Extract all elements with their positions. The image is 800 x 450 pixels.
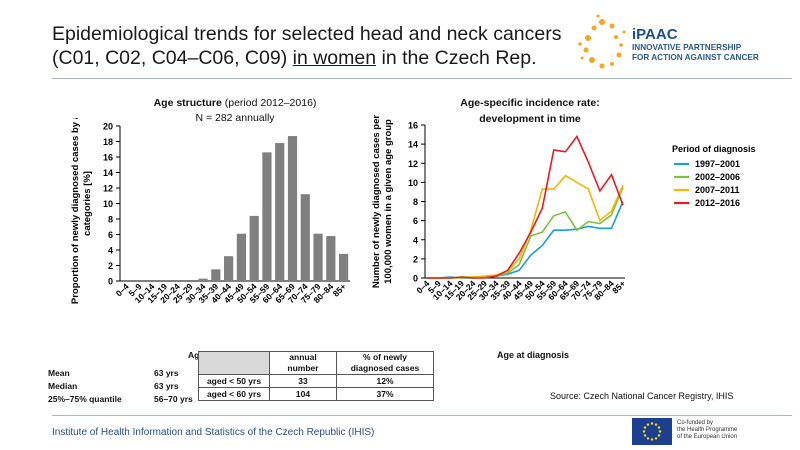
bar-y-axis-title-line-2: categories [%] (82, 171, 93, 236)
footer-institute: Institute of Health Information and Stat… (52, 427, 375, 438)
legend-label: 2002–2006 (695, 172, 740, 182)
eu-cofunding-text: Co-funded by the Health Programme of the… (677, 420, 737, 441)
line-y-axis-title-line-2: 100,000 women in a given age group (383, 119, 394, 284)
bar-chart-title-main: Age structure (153, 97, 222, 109)
title-emphasis: in women (292, 47, 377, 69)
line-y-axis-title-line-1: Number of newly diagnosed cases per (371, 115, 382, 288)
source-note: Source: Czech National Cancer Registry, … (550, 391, 734, 401)
legend-label: 2012–2016 (695, 198, 740, 208)
bar-y-tick-label: 6 (108, 230, 113, 240)
bar (339, 253, 349, 281)
bar (198, 278, 208, 281)
logo-line-2: FOR ACTION AGAINST CANCER (632, 53, 759, 62)
stat-label: 25%–75% quantile (48, 394, 122, 404)
row-number: 33 (269, 374, 337, 388)
title-line-2: (C01, C02, C04–C06, C09) in women in the… (52, 46, 561, 70)
stat-row-quantile: 25%–75% quantile 56–70 yrs (48, 393, 194, 406)
line-chart-title-1: Age-specific incidence rate: (460, 97, 600, 109)
line-y-tick-label: 12 (408, 159, 418, 169)
series-line-2 (427, 186, 624, 279)
bar-y-tick-label: 8 (108, 215, 113, 225)
row-label: aged < 60 yrs (198, 387, 270, 401)
stat-label: Mean (48, 368, 70, 378)
title-codes: (C01, C02, C04–C06, C09) (52, 47, 293, 69)
header-divider (52, 78, 792, 79)
title-country: in the Czech Rep. (376, 47, 537, 69)
bar-y-tick-label: 2 (108, 261, 113, 271)
line-y-tick-label: 0 (413, 274, 418, 284)
bar-x-tick-label: 85+ (331, 281, 348, 298)
ipaac-logo-text: iPAAC INNOVATIVE PARTNERSHIP FOR ACTION … (632, 27, 759, 63)
series-line-1 (427, 201, 624, 279)
eu-line-3: of the European Union (677, 434, 738, 440)
line-chart-x-axis-title: Age at diagnosis (497, 350, 570, 360)
row-number: 104 (269, 387, 337, 401)
incidence-line-chart: 02468101214160–45–910–1415–1920–2425–293… (371, 115, 756, 302)
eu-line-2: the Health Programme (677, 427, 738, 433)
line-y-tick-label: 4 (413, 235, 418, 245)
stat-row-median: Median 63 yrs (48, 380, 194, 393)
legend-label: 1997–2001 (695, 159, 740, 169)
bar-y-tick-label: 18 (103, 137, 113, 147)
bar (326, 236, 336, 281)
age-group-table: annual number % of newly diagnosed cases… (198, 351, 434, 401)
stat-label: Median (48, 381, 78, 391)
covered-axis-label: Ag (188, 350, 200, 360)
footer-divider (52, 415, 792, 416)
header-annual-number: annual number (269, 351, 337, 375)
table-row: aged < 50 yrs 33 12% (198, 374, 434, 388)
stat-row-mean: Mean 63 yrs (48, 367, 194, 380)
bar-y-tick-label: 0 (108, 277, 113, 287)
bar-chart-title: Age structure (period 2012–2016) (120, 97, 350, 109)
bar (262, 152, 272, 281)
age-stats: Mean 63 yrs Median 63 yrs 25%–75% quantile… (48, 367, 194, 406)
series-line-4 (427, 134, 624, 279)
bar (287, 136, 298, 281)
legend-label: 2007–2011 (695, 185, 740, 195)
bar-y-tick-label: 20 (103, 122, 113, 132)
bar (275, 143, 285, 281)
bar (211, 269, 221, 281)
row-percent: 37% (336, 387, 434, 401)
table-corner-cell (198, 351, 270, 375)
line-y-tick-label: 10 (408, 178, 418, 188)
bar (236, 233, 246, 281)
line-y-tick-label: 14 (408, 140, 418, 150)
legend-title: Period of diagnosis (672, 144, 756, 154)
table-header-row: annual number % of newly diagnosed cases (198, 351, 434, 375)
line-y-tick-label: 8 (413, 197, 418, 207)
page-title: Epidemiological trends for selected head… (52, 22, 561, 70)
bar-y-axis-title-line-1: Proportion of newly diagnosed cases by a… (70, 118, 81, 304)
bar (224, 256, 234, 281)
ipaac-logo-icon (578, 14, 626, 69)
bar-y-tick-label: 4 (108, 246, 113, 256)
line-chart-title-2: development in time (479, 113, 581, 125)
row-percent: 12% (336, 374, 434, 388)
row-label: aged < 50 yrs (198, 374, 270, 388)
logo-line-1: INNOVATIVE PARTNERSHIP (632, 43, 742, 52)
table-row: aged < 60 yrs 104 37% (198, 387, 434, 401)
stat-value: 63 yrs (154, 368, 179, 378)
title-line-1: Epidemiological trends for selected head… (52, 23, 562, 45)
line-y-tick-label: 2 (413, 254, 418, 264)
stat-value: 56–70 yrs (154, 394, 193, 404)
bar-y-tick-label: 12 (103, 184, 113, 194)
stat-value: 63 yrs (154, 381, 179, 391)
age-structure-bar-chart: 024681012141618200–45–910–1415–1920–2425… (70, 118, 350, 305)
bar-chart-title-period: (period 2012–2016) (221, 97, 317, 109)
bar (313, 233, 323, 281)
line-y-tick-label: 16 (408, 121, 418, 131)
bar-y-tick-label: 14 (103, 168, 113, 178)
header-percent-cases: % of newly diagnosed cases (336, 351, 434, 375)
bar-y-tick-label: 10 (103, 199, 113, 209)
bar-chart-subtitle: N = 282 annually (195, 112, 275, 124)
bar (300, 194, 310, 281)
eu-line-1: Co-funded by (677, 420, 714, 426)
line-y-tick-label: 6 (413, 216, 418, 226)
bar-y-tick-label: 16 (103, 153, 113, 163)
bar (249, 215, 259, 281)
eu-flag-icon (632, 418, 672, 445)
logo-brand: iPAAC (632, 26, 678, 43)
line-x-tick-label: 85+ (610, 278, 627, 295)
